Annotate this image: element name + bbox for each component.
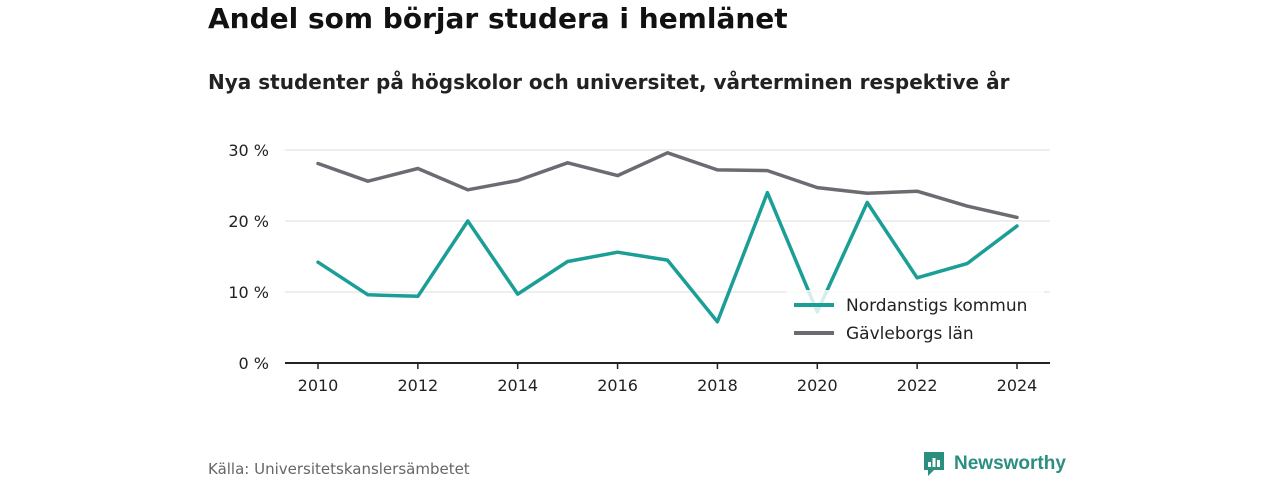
- brand-name: Newsworthy: [954, 453, 1066, 474]
- x-tick-label: 2012: [397, 376, 438, 395]
- x-tick-label: 2020: [797, 376, 838, 395]
- brand-logo[interactable]: Newsworthy: [922, 450, 1066, 478]
- x-tick-label: 2022: [897, 376, 938, 395]
- source-note: Källa: Universitetskanslersämbetet: [208, 460, 470, 478]
- y-tick-label: 0 %: [239, 354, 269, 373]
- y-tick-label: 30 %: [228, 141, 269, 160]
- series-line-gavleborgs-lan: [316, 151, 1019, 220]
- x-tick-label: 2010: [298, 376, 339, 395]
- y-tick-label: 20 %: [228, 212, 269, 231]
- x-tick-label: 2014: [497, 376, 538, 395]
- series-line-nordanstigs-kommun: [316, 190, 1019, 324]
- legend-label-nordanstigs-kommun: Nordanstigs kommun: [846, 296, 1027, 316]
- chart-title: Andel som börjar studera i hemlänet: [208, 2, 788, 35]
- newsworthy-logo-icon: [924, 452, 944, 476]
- x-tick-label: 2018: [697, 376, 738, 395]
- legend-label-gavleborgs-lan: Gävleborgs län: [846, 324, 974, 344]
- y-tick-label: 10 %: [228, 283, 269, 302]
- legend-background: [786, 290, 1044, 350]
- line-chart: 0 % 10 % 20 % 30 % 2010 2012 2014 2016 2018 2020 2…: [228, 141, 1050, 395]
- x-tick-label: 2016: [597, 376, 638, 395]
- x-tick-label: 2024: [997, 376, 1038, 395]
- chart-subtitle: Nya studenter på högskolor och universit…: [208, 70, 1010, 94]
